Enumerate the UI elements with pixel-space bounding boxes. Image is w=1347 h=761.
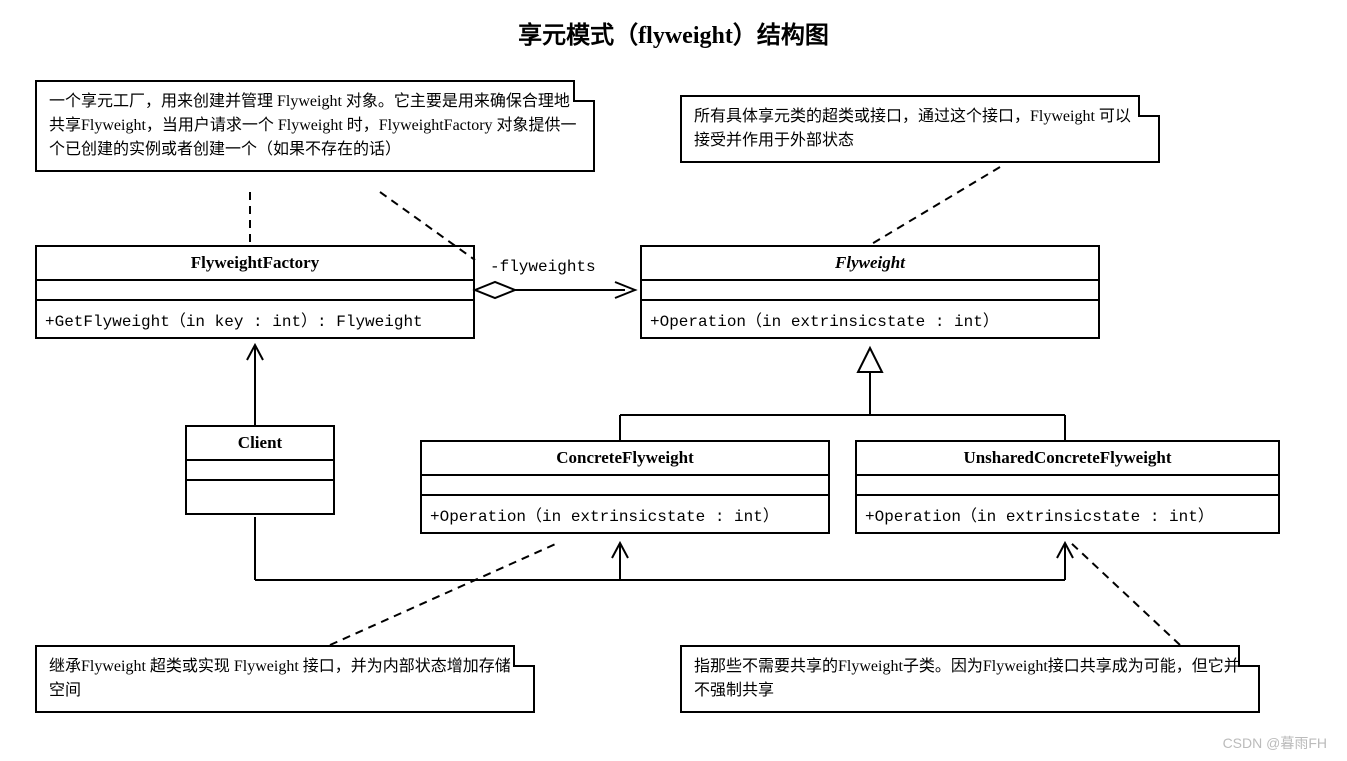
- page-title: 享元模式（flyweight）结构图: [0, 15, 1347, 50]
- class-name: Flyweight: [642, 247, 1098, 281]
- class-client: Client: [185, 425, 335, 515]
- class-attrs: [187, 461, 333, 481]
- note-unshared: 指那些不需要共享的Flyweight子类。因为Flyweight接口共享成为可能…: [680, 645, 1260, 713]
- note-concrete-text: 继承Flyweight 超类或实现 Flyweight 接口，并为内部状态增加存…: [49, 658, 511, 699]
- class-unshared-concrete-flyweight: UnsharedConcreteFlyweight +Operation（in …: [855, 440, 1280, 534]
- note-factory: 一个享元工厂，用来创建并管理 Flyweight 对象。它主要是用来确保合理地共…: [35, 80, 595, 172]
- class-name: FlyweightFactory: [37, 247, 473, 281]
- note-fold-icon: [513, 645, 535, 667]
- watermark: CSDN @暮雨FH: [1223, 733, 1327, 753]
- class-ops: +Operation（in extrinsicstate : int）: [857, 496, 1278, 532]
- note-concrete: 继承Flyweight 超类或实现 Flyweight 接口，并为内部状态增加存…: [35, 645, 535, 713]
- class-ops: +Operation（in extrinsicstate : int）: [642, 301, 1098, 337]
- note-flyweight-text: 所有具体享元类的超类或接口，通过这个接口，Flyweight 可以接受并作用于外…: [694, 108, 1131, 149]
- class-attrs: [422, 476, 828, 496]
- class-name: Client: [187, 427, 333, 461]
- class-name: UnsharedConcreteFlyweight: [857, 442, 1278, 476]
- note-fold-icon: [1238, 645, 1260, 667]
- note-fold-icon: [1138, 95, 1160, 117]
- class-flyweight-factory: FlyweightFactory +GetFlyweight（in key : …: [35, 245, 475, 339]
- note-fold-icon: [573, 80, 595, 102]
- class-ops: [187, 481, 333, 513]
- class-ops: +GetFlyweight（in key : int）: Flyweight: [37, 301, 473, 337]
- note-unshared-text: 指那些不需要共享的Flyweight子类。因为Flyweight接口共享成为可能…: [694, 658, 1240, 699]
- class-ops: +Operation（in extrinsicstate : int）: [422, 496, 828, 532]
- note-factory-text: 一个享元工厂，用来创建并管理 Flyweight 对象。它主要是用来确保合理地共…: [49, 93, 577, 158]
- class-name: ConcreteFlyweight: [422, 442, 828, 476]
- class-attrs: [37, 281, 473, 301]
- class-attrs: [642, 281, 1098, 301]
- class-flyweight: Flyweight +Operation（in extrinsicstate :…: [640, 245, 1100, 339]
- class-attrs: [857, 476, 1278, 496]
- assoc-label: -flyweights: [490, 258, 596, 276]
- class-concrete-flyweight: ConcreteFlyweight +Operation（in extrinsi…: [420, 440, 830, 534]
- note-flyweight: 所有具体享元类的超类或接口，通过这个接口，Flyweight 可以接受并作用于外…: [680, 95, 1160, 163]
